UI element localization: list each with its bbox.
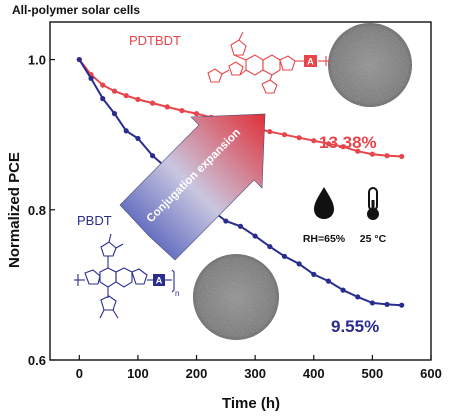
data-point-pbdt xyxy=(325,278,332,284)
data-point-pdtbdt xyxy=(149,100,156,106)
data-point-pbdt xyxy=(88,75,94,81)
data-point-pbdt xyxy=(223,218,229,224)
data-point-pdtbdt xyxy=(369,151,375,157)
plot-frame xyxy=(49,21,432,361)
x-tick-label: 600 xyxy=(420,366,442,381)
data-point-pbdt xyxy=(76,56,82,63)
data-point-pbdt xyxy=(237,223,244,229)
series-label-pbdt: PBDT xyxy=(77,213,112,228)
data-point-pbdt xyxy=(135,135,141,142)
series-label-pdtbdt: PDTBDT xyxy=(129,33,181,48)
data-point-pdtbdt xyxy=(384,153,390,159)
temperature-label: 25 °C xyxy=(360,233,387,245)
data-point-pdtbdt xyxy=(267,129,273,135)
data-point-pdtbdt xyxy=(179,108,185,114)
data-point-pbdt xyxy=(100,96,106,102)
conjugation-arrow: Conjugation expansion xyxy=(119,113,266,261)
film-image-bottom xyxy=(193,254,279,340)
data-point-pbdt xyxy=(123,128,129,134)
data-point-pdtbdt xyxy=(311,138,317,144)
data-point-pbdt xyxy=(296,261,302,267)
water-drop-icon xyxy=(314,187,334,219)
data-point-pdtbdt xyxy=(355,148,361,154)
data-point-pbdt xyxy=(267,243,273,250)
data-point-pbdt xyxy=(281,253,288,259)
film-image-top xyxy=(328,23,412,107)
series-line-pbdt xyxy=(78,59,402,307)
data-point-pbdt xyxy=(384,301,390,308)
y-tick-label: 0.6 xyxy=(28,353,46,368)
pbdt-acceptor-box: A n xyxy=(153,274,179,298)
data-point-pbdt xyxy=(355,294,361,300)
x-axis-ticks: 0 100 200 300 400 500 600 xyxy=(76,355,442,381)
pdtbdt-acceptor-label: A xyxy=(307,57,314,67)
y-tick-label: 1.0 xyxy=(28,53,46,68)
y-axis-ticks: 0.6 0.8 1.0 xyxy=(28,53,55,368)
x-tick-label: 200 xyxy=(186,366,208,381)
data-point-pbdt xyxy=(111,111,118,117)
pdtbdt-structure xyxy=(207,31,330,94)
x-tick-label: 500 xyxy=(362,366,384,381)
x-tick-label: 0 xyxy=(76,366,83,381)
data-point-pdtbdt xyxy=(340,144,346,150)
final-label-pbdt: 9.55% xyxy=(331,317,379,336)
data-point-pdtbdt xyxy=(164,104,170,110)
x-tick-label: 400 xyxy=(303,366,325,381)
data-point-pdtbdt xyxy=(135,96,141,102)
pbdt-structure xyxy=(74,233,175,319)
pbdt-acceptor-label: A xyxy=(156,276,163,286)
pbdt-subscript: n xyxy=(175,289,179,298)
x-tick-label: 300 xyxy=(244,366,266,381)
chart-title: All-polymer solar cells xyxy=(12,3,140,17)
y-tick-label: 0.8 xyxy=(28,203,46,218)
data-point-pdtbdt xyxy=(325,141,332,147)
data-point-pbdt xyxy=(399,302,405,308)
pdtbdt-acceptor-box: A xyxy=(304,55,317,67)
thermometer-icon xyxy=(367,187,379,220)
y-axis-label: Normalized PCE xyxy=(6,152,23,268)
data-point-pbdt xyxy=(340,287,346,293)
humidity-label: RH=65% xyxy=(303,233,346,245)
x-axis-label: Time (h) xyxy=(222,395,280,412)
data-point-pbdt xyxy=(369,300,375,306)
data-point-pbdt xyxy=(149,153,156,159)
data-point-pdtbdt xyxy=(100,82,106,88)
data-point-pdtbdt xyxy=(111,88,118,94)
final-label-pdtbdt: 13.38% xyxy=(319,133,377,152)
data-point-pdtbdt xyxy=(296,135,302,141)
data-point-pbdt xyxy=(252,233,258,239)
data-point-pbdt xyxy=(311,271,317,277)
data-point-pdtbdt xyxy=(281,132,288,138)
data-point-pdtbdt xyxy=(399,153,405,160)
x-tick-label: 100 xyxy=(127,366,149,381)
data-point-pdtbdt xyxy=(193,111,200,117)
data-point-pdtbdt xyxy=(123,93,129,99)
